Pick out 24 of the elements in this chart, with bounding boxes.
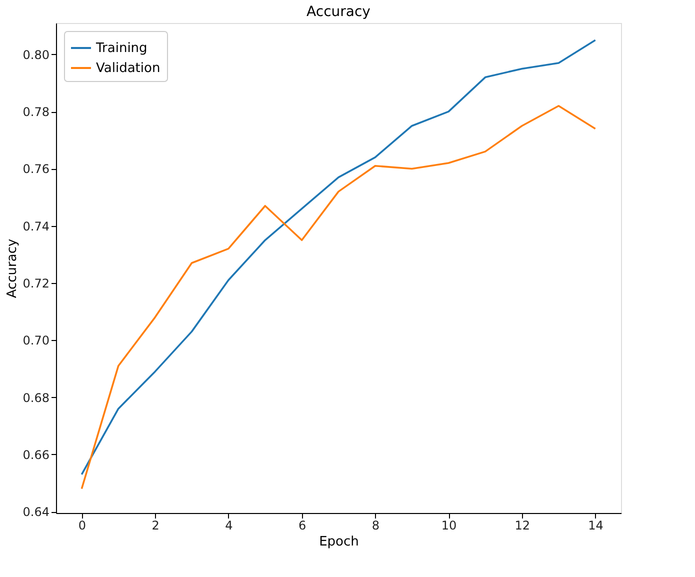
- y-tick-label: 0.64: [22, 505, 50, 520]
- x-axis-title: Epoch: [319, 534, 359, 550]
- chart-title: Accuracy: [306, 4, 370, 20]
- line-series: [80, 39, 596, 476]
- y-tick-label: 0.74: [22, 219, 50, 234]
- x-tick-label: 0: [78, 518, 86, 532]
- x-tick-label: 8: [372, 518, 380, 532]
- x-tick-label: 10: [441, 518, 457, 532]
- y-axis-title: Accuracy: [4, 238, 20, 298]
- legend-label: Training: [95, 41, 148, 56]
- x-tick-label: 14: [588, 518, 604, 532]
- y-tick-label: 0.80: [22, 48, 50, 62]
- y-tick-label: 0.70: [22, 334, 50, 348]
- y-tick-label: 0.66: [22, 448, 50, 462]
- x-tick-label: 12: [514, 518, 530, 532]
- x-tick-label: 6: [298, 518, 306, 532]
- line-series: [80, 104, 596, 490]
- y-tick-label: 0.78: [22, 105, 50, 120]
- y-tick-label: 0.76: [22, 162, 50, 176]
- y-tick-label: 0.68: [22, 390, 50, 405]
- x-tick-label: 2: [152, 518, 160, 532]
- x-tick-label: 4: [225, 518, 233, 532]
- y-tick-label: 0.72: [22, 276, 50, 290]
- legend-label: Validation: [96, 61, 160, 76]
